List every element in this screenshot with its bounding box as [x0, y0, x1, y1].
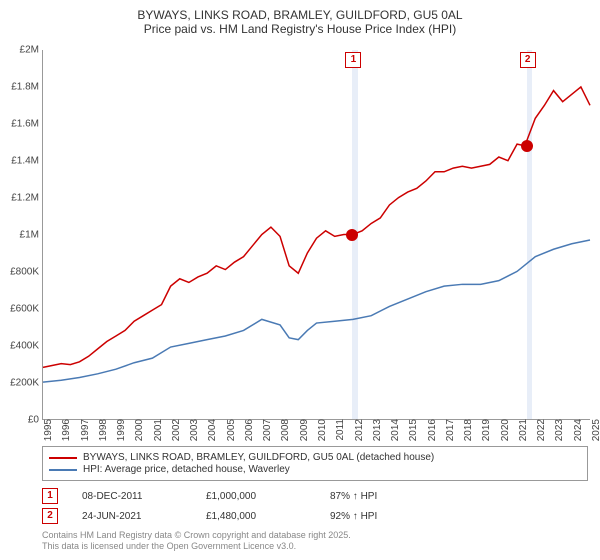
legend: BYWAYS, LINKS ROAD, BRAMLEY, GUILDFORD, …	[42, 446, 588, 481]
legend-item: BYWAYS, LINKS ROAD, BRAMLEY, GUILDFORD, …	[49, 452, 581, 463]
ytick-label: £1.6M	[11, 119, 43, 130]
xtick-label: 1998	[94, 419, 109, 441]
xtick-label: 2025	[587, 419, 600, 441]
xtick-label: 2006	[240, 419, 255, 441]
xtick-label: 2015	[404, 419, 419, 441]
xtick-label: 2020	[496, 419, 511, 441]
point-marker-icon: 2	[42, 508, 58, 524]
title-line-2: Price paid vs. HM Land Registry's House …	[10, 22, 590, 36]
data-dot	[346, 229, 358, 241]
table-row: 1 08-DEC-2011 £1,000,000 87% ↑ HPI	[42, 488, 588, 504]
xtick-label: 1996	[57, 419, 72, 441]
xtick-label: 2018	[459, 419, 474, 441]
legend-swatch	[49, 457, 77, 459]
ytick-label: £200K	[10, 378, 43, 389]
xtick-label: 2009	[295, 419, 310, 441]
xtick-label: 2003	[185, 419, 200, 441]
chart-area: £0£200K£400K£600K£800K£1M£1.2M£1.4M£1.6M…	[42, 50, 590, 420]
legend-label: HPI: Average price, detached house, Wave…	[83, 464, 290, 475]
table-row: 2 24-JUN-2021 £1,480,000 92% ↑ HPI	[42, 508, 588, 524]
point-price: £1,000,000	[206, 491, 306, 502]
chart-marker-2: 2	[520, 52, 536, 68]
series-svg	[43, 50, 590, 419]
point-price: £1,480,000	[206, 511, 306, 522]
series-line-price_paid	[43, 87, 590, 367]
xtick-label: 2010	[313, 419, 328, 441]
ytick-label: £600K	[10, 304, 43, 315]
xtick-label: 2023	[550, 419, 565, 441]
data-dot	[521, 140, 533, 152]
legend-item: HPI: Average price, detached house, Wave…	[49, 464, 581, 475]
legend-swatch	[49, 469, 77, 471]
xtick-label: 2011	[331, 419, 346, 441]
point-vs-hpi: 87% ↑ HPI	[330, 491, 377, 502]
xtick-label: 2007	[258, 419, 273, 441]
legend-label: BYWAYS, LINKS ROAD, BRAMLEY, GUILDFORD, …	[83, 452, 434, 463]
footer: Contains HM Land Registry data © Crown c…	[42, 530, 351, 552]
ytick-label: £1.2M	[11, 193, 43, 204]
xtick-label: 2002	[167, 419, 182, 441]
xtick-label: 1999	[112, 419, 127, 441]
xtick-label: 2004	[203, 419, 218, 441]
point-date: 08-DEC-2011	[82, 491, 182, 502]
title-block: BYWAYS, LINKS ROAD, BRAMLEY, GUILDFORD, …	[0, 0, 600, 40]
xtick-label: 2008	[276, 419, 291, 441]
xtick-label: 2005	[222, 419, 237, 441]
ytick-label: £400K	[10, 341, 43, 352]
xtick-label: 2014	[386, 419, 401, 441]
title-line-1: BYWAYS, LINKS ROAD, BRAMLEY, GUILDFORD, …	[10, 8, 590, 22]
points-table: 1 08-DEC-2011 £1,000,000 87% ↑ HPI 2 24-…	[42, 488, 588, 528]
ytick-label: £1.8M	[11, 82, 43, 93]
footer-line-2: This data is licensed under the Open Gov…	[42, 541, 351, 552]
ytick-label: £800K	[10, 267, 43, 278]
xtick-label: 2021	[514, 419, 529, 441]
point-vs-hpi: 92% ↑ HPI	[330, 511, 377, 522]
point-marker-icon: 1	[42, 488, 58, 504]
footer-line-1: Contains HM Land Registry data © Crown c…	[42, 530, 351, 541]
series-line-hpi	[43, 240, 590, 382]
ytick-label: £2M	[20, 45, 43, 56]
chart-container: BYWAYS, LINKS ROAD, BRAMLEY, GUILDFORD, …	[0, 0, 600, 560]
xtick-label: 2016	[423, 419, 438, 441]
xtick-label: 2017	[441, 419, 456, 441]
xtick-label: 2012	[350, 419, 365, 441]
xtick-label: 2019	[477, 419, 492, 441]
chart-marker-1: 1	[345, 52, 361, 68]
xtick-label: 2024	[569, 419, 584, 441]
xtick-label: 2022	[532, 419, 547, 441]
ytick-label: £1M	[20, 230, 43, 241]
xtick-label: 2001	[149, 419, 164, 441]
ytick-label: £1.4M	[11, 156, 43, 167]
point-date: 24-JUN-2021	[82, 511, 182, 522]
xtick-label: 1995	[39, 419, 54, 441]
xtick-label: 1997	[76, 419, 91, 441]
xtick-label: 2013	[368, 419, 383, 441]
xtick-label: 2000	[130, 419, 145, 441]
